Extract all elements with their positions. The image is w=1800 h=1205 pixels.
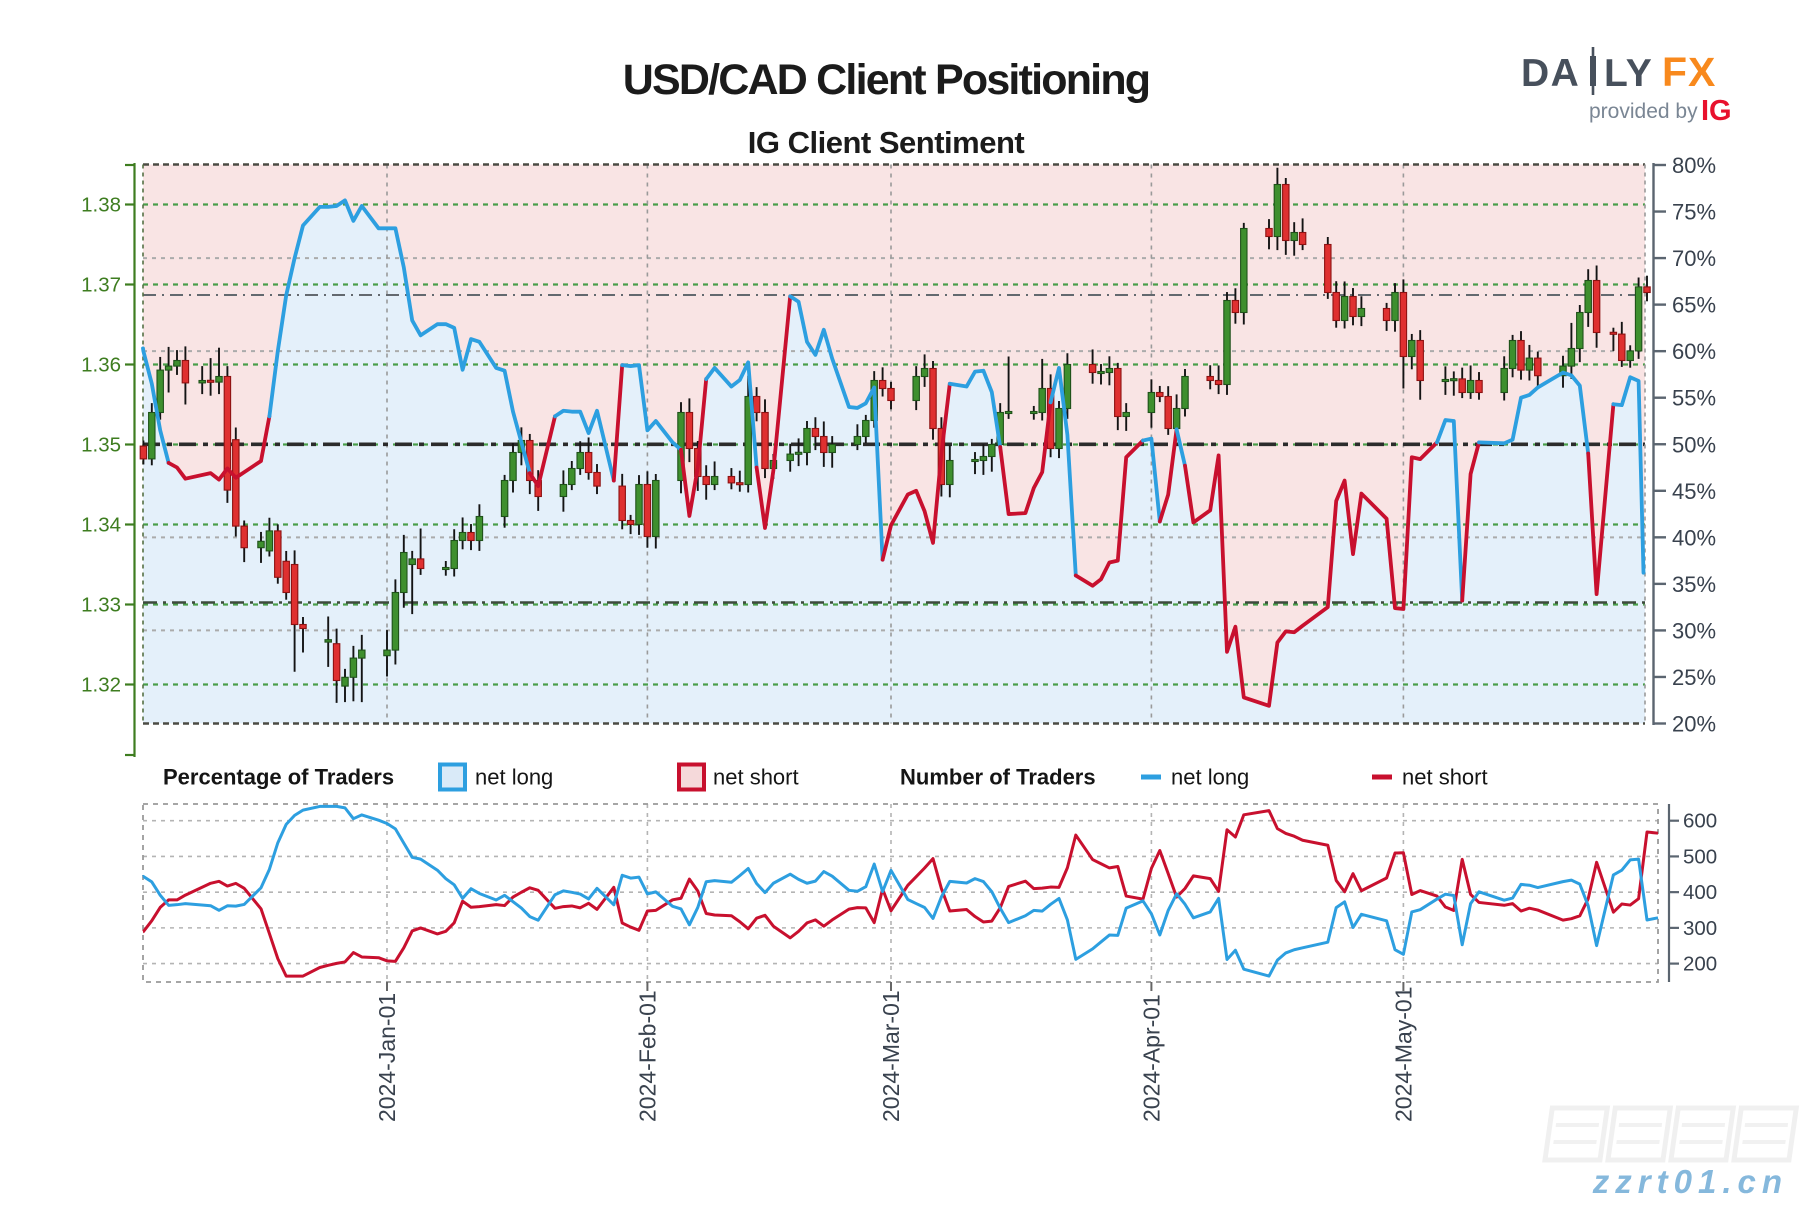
svg-text:DA: DA (1521, 52, 1580, 95)
svg-text:1.33: 1.33 (81, 594, 121, 617)
svg-text:2024-May-01: 2024-May-01 (1390, 986, 1416, 1122)
svg-text:LY: LY (1604, 52, 1653, 95)
svg-text:zzrt01.cn: zzrt01.cn (1592, 1163, 1788, 1200)
svg-text:30%: 30% (1672, 618, 1716, 643)
svg-text:300: 300 (1683, 917, 1717, 940)
svg-text:45%: 45% (1672, 479, 1716, 504)
svg-text:2024-Mar-01: 2024-Mar-01 (878, 990, 904, 1122)
svg-text:net short: net short (713, 765, 799, 790)
svg-text:IG Client Sentiment: IG Client Sentiment (748, 125, 1025, 160)
svg-text:2024-Jan-01: 2024-Jan-01 (374, 993, 400, 1122)
svg-text:500: 500 (1683, 845, 1717, 868)
svg-text:FX: FX (1662, 49, 1716, 95)
svg-text:1.32: 1.32 (81, 674, 121, 697)
svg-text:600: 600 (1683, 810, 1717, 833)
svg-text:25%: 25% (1672, 665, 1716, 690)
svg-text:net long: net long (475, 765, 553, 790)
svg-text:55%: 55% (1672, 386, 1716, 411)
svg-text:net short: net short (1402, 765, 1488, 790)
svg-text:Number of Traders: Number of Traders (900, 765, 1096, 790)
svg-text:net long: net long (1171, 765, 1249, 790)
svg-text:IG: IG (1701, 95, 1732, 127)
svg-text:50%: 50% (1672, 432, 1716, 457)
svg-text:provided by: provided by (1589, 100, 1698, 123)
svg-text:80%: 80% (1672, 153, 1716, 178)
svg-text:400: 400 (1683, 881, 1717, 904)
svg-text:40%: 40% (1672, 525, 1716, 550)
svg-text:200: 200 (1683, 953, 1717, 976)
svg-text:Percentage of Traders: Percentage of Traders (163, 765, 394, 790)
svg-text:65%: 65% (1672, 293, 1716, 318)
svg-text:35%: 35% (1672, 572, 1716, 597)
svg-text:75%: 75% (1672, 200, 1716, 225)
svg-text:20%: 20% (1672, 712, 1716, 737)
svg-text:60%: 60% (1672, 339, 1716, 364)
svg-text:1.35: 1.35 (81, 434, 121, 457)
svg-text:1.36: 1.36 (81, 354, 121, 377)
svg-text:2024-Feb-01: 2024-Feb-01 (634, 990, 660, 1122)
svg-text:1.34: 1.34 (81, 514, 121, 537)
svg-text:2024-Apr-01: 2024-Apr-01 (1138, 994, 1164, 1122)
svg-text:USD/CAD Client Positioning: USD/CAD Client Positioning (623, 56, 1150, 104)
svg-text:70%: 70% (1672, 246, 1716, 271)
svg-text:1.38: 1.38 (81, 194, 121, 217)
svg-text:1.37: 1.37 (81, 274, 121, 297)
